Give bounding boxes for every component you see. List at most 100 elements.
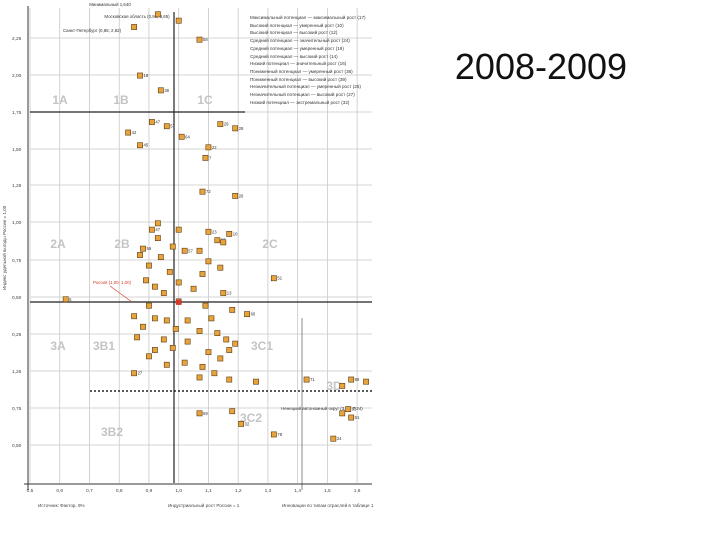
y-tick-label: 1,75 xyxy=(12,110,22,116)
data-point xyxy=(217,121,224,128)
data-point xyxy=(175,279,182,286)
legend-entry: Низкий потенциал — значительный рост (16… xyxy=(250,61,347,67)
data-point xyxy=(226,376,233,383)
data-point xyxy=(196,328,203,334)
data-point-label: 5 xyxy=(69,297,72,302)
zone-label: 3C2 xyxy=(240,411,262,425)
data-point xyxy=(62,296,69,303)
annotation-label: Ненецкий автономный округ (3,24; 7,24) xyxy=(281,406,363,411)
data-point-label: 32 xyxy=(245,421,250,426)
legend-entry: Средний потенциал — умеренный рост (19) xyxy=(250,45,344,51)
data-point xyxy=(205,349,212,356)
data-point xyxy=(152,347,158,353)
data-point-label: 72 xyxy=(206,189,211,194)
zone-label: 3A xyxy=(50,339,66,353)
y-tick-label: 0,50 xyxy=(12,443,22,449)
data-point xyxy=(270,431,277,438)
data-point xyxy=(211,370,218,377)
data-point xyxy=(232,340,239,347)
annotation-label: Минимальный 1,640 xyxy=(89,2,131,7)
zone-label: 1B xyxy=(113,93,129,107)
data-point-label: 78 xyxy=(277,432,282,437)
data-point xyxy=(154,11,161,18)
zone-label: 3C1 xyxy=(251,339,273,353)
x-tick-label: 1,4 xyxy=(294,488,301,494)
data-point-label: 7 xyxy=(209,155,212,160)
data-point xyxy=(140,245,146,252)
zone-labels: 1A 1B 1C 2A 2B 2C 3A 3B1 3C1 3D 3B2 3C2 xyxy=(50,93,342,439)
data-point-label: 57 xyxy=(170,124,175,129)
data-point xyxy=(160,290,167,296)
x-tick-label: 1,0 xyxy=(175,488,182,494)
data-point xyxy=(205,258,212,265)
footnote-middle: Индустриальный рост России = 1 xyxy=(168,503,240,508)
data-point-label: 45 xyxy=(144,143,149,148)
data-point-label: 28 xyxy=(239,126,244,131)
data-point xyxy=(163,361,170,368)
data-point-label: 51 xyxy=(277,276,282,281)
data-point xyxy=(226,347,233,353)
data-point xyxy=(163,123,170,130)
data-point-label: 13 xyxy=(227,291,232,296)
legend-entry: Высокий потенциал — умеренный рост (10) xyxy=(250,22,344,28)
zone-label: 2C xyxy=(262,237,278,251)
legend-entry: Высокий потенциал — высокий рост (12) xyxy=(250,30,338,36)
data-point-label: 38 xyxy=(164,88,169,93)
data-point xyxy=(205,228,212,235)
slide-title: 2008-2009 xyxy=(454,46,628,87)
data-point xyxy=(125,129,132,136)
data-point-label: 57 xyxy=(188,248,193,253)
zone-label: 1C xyxy=(197,93,213,107)
data-point xyxy=(363,378,369,385)
legend-entry: Низкий потенциал — экстремальный рост (3… xyxy=(250,99,350,105)
data-point xyxy=(244,311,250,318)
data-point xyxy=(253,378,259,385)
x-tick-label: 0,5 xyxy=(27,488,34,494)
data-point xyxy=(220,239,227,246)
data-point xyxy=(202,302,209,309)
data-point xyxy=(232,125,239,132)
y-tick-label: 2,25 xyxy=(12,36,22,42)
y-tick-label: 0,25 xyxy=(12,332,22,338)
data-point xyxy=(149,226,155,233)
legend-entry: Максимальный потенциал — максимальный ро… xyxy=(250,15,366,20)
data-point xyxy=(229,306,236,313)
data-point xyxy=(214,330,221,337)
y-tick-label: 1,25 xyxy=(12,183,22,189)
data-point-label: 47 xyxy=(155,120,160,125)
data-point xyxy=(196,410,203,417)
legend-entry: Средний потенциал — значительный рост (2… xyxy=(250,38,350,44)
footnote-right: Инновации по типам отраслей в таблице 1 xyxy=(282,503,374,508)
data-point xyxy=(154,235,161,242)
data-point xyxy=(146,302,152,309)
data-point xyxy=(214,237,221,244)
data-point xyxy=(196,247,203,254)
data-point xyxy=(178,133,185,140)
zone-label: 2A xyxy=(50,237,66,251)
zone-label: 1A xyxy=(52,93,68,107)
data-point xyxy=(137,142,143,149)
data-point-label: 10 xyxy=(233,231,238,236)
x-tick-label: 1,5 xyxy=(324,488,331,494)
data-point xyxy=(232,192,239,199)
data-point xyxy=(166,268,173,275)
y-axis-title: Индекс удельной выгоды России = 1,00 xyxy=(1,205,7,290)
data-point-label: 61 xyxy=(355,415,360,420)
data-point xyxy=(217,355,224,362)
data-point xyxy=(184,338,191,345)
data-point xyxy=(157,254,164,261)
data-point-label: 93 xyxy=(352,407,357,412)
data-point xyxy=(190,285,197,292)
y-tick-label: 1,50 xyxy=(12,147,22,153)
zone-label: 3B1 xyxy=(93,339,115,353)
data-point xyxy=(205,144,212,151)
annotation-label: Московская область (0,98; 3,65) xyxy=(104,14,170,19)
data-point xyxy=(339,410,346,417)
data-point xyxy=(199,188,206,195)
data-point xyxy=(229,408,236,415)
data-point xyxy=(196,36,203,43)
legend-entry: Средний потенциал — высокий рост (14) xyxy=(250,53,338,59)
data-point xyxy=(169,344,176,351)
data-point xyxy=(143,277,149,284)
data-point xyxy=(181,247,188,254)
